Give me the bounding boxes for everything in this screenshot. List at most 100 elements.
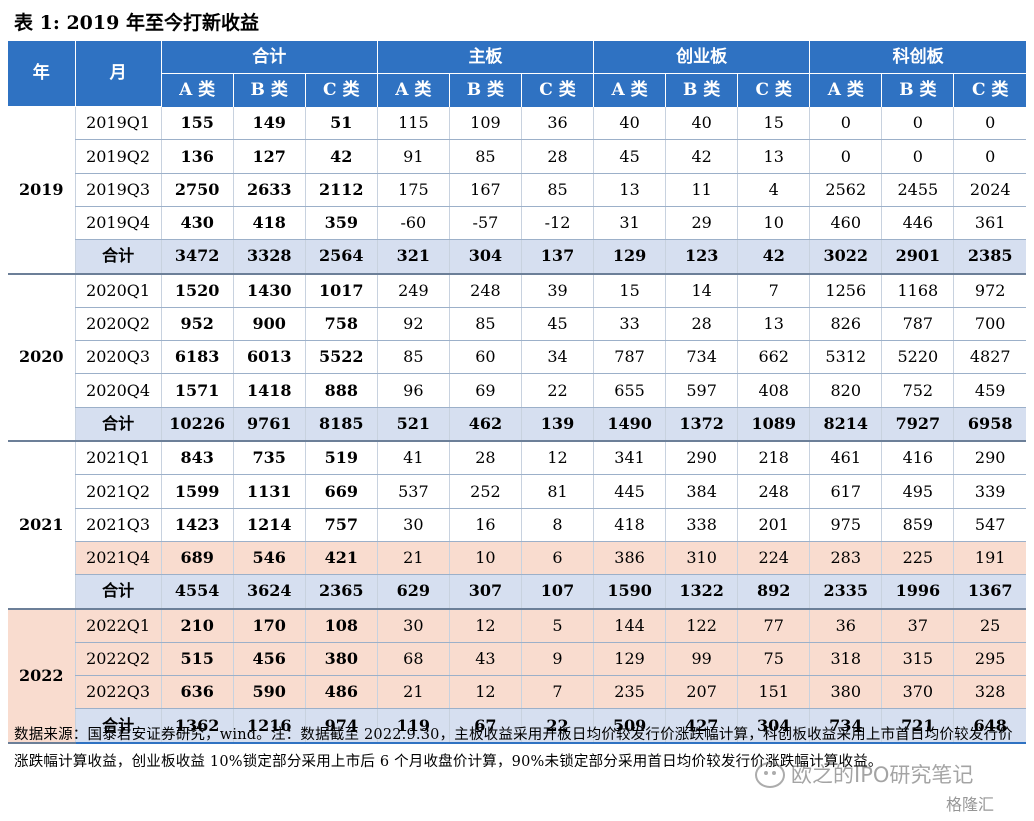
value-cell: 2633 (232, 173, 306, 207)
watermark-text: 欧之的IPO研究笔记 (791, 763, 974, 787)
table-title: 表 1: 2019 年至今打新收益 (14, 12, 259, 34)
value-cell: 1418 (232, 373, 306, 408)
table-row: 2021Q2 1599 1131 669 537 252 81 445 384 248 617 495… (8, 474, 1026, 509)
total-value-cell: 509 (593, 708, 666, 744)
value-cell: 820 (809, 373, 882, 408)
value-cell: 33 (593, 307, 666, 342)
value-cell: 21 (376, 541, 450, 576)
value-cell: 77 (737, 608, 810, 643)
total-value-cell: 42 (737, 239, 810, 275)
value-cell: 224 (737, 541, 810, 576)
value-cell: 40 (665, 106, 738, 141)
value-cell: 315 (881, 642, 954, 677)
quarter-cell: 2022Q3 (74, 675, 162, 710)
value-cell: 218 (737, 441, 810, 476)
value-cell: 1423 (160, 508, 234, 542)
source-note: 数据来源：国泰君安证券研究，wind。注：数据截至 2022.9.30，主板收益… (14, 727, 1013, 770)
value-cell: 843 (160, 441, 234, 476)
table-row: 2020Q2 952 900 758 92 85 45 33 28 13 826 787 700 (8, 307, 1026, 342)
value-cell: 0 (881, 139, 954, 174)
value-cell: 41 (376, 441, 450, 476)
value-cell: 144 (593, 608, 666, 643)
value-cell: 361 (953, 206, 1026, 241)
total-value-cell: 139 (520, 407, 594, 443)
value-cell: 69 (448, 373, 522, 408)
gelonghui-logo: 格隆汇 (946, 795, 995, 814)
value-cell: 421 (304, 541, 378, 576)
value-cell: 34 (520, 340, 594, 375)
header-subclass: C 类 (520, 73, 594, 107)
value-cell: 29 (665, 206, 738, 241)
total-value-cell: 8214 (809, 407, 882, 443)
total-value-cell: 648 (953, 708, 1026, 744)
value-cell: 787 (593, 340, 666, 375)
total-value-cell: 321 (376, 239, 450, 275)
value-cell: 2455 (881, 173, 954, 207)
total-value-cell: 462 (448, 407, 522, 443)
value-cell: 99 (665, 642, 738, 677)
total-value-cell: 107 (520, 574, 594, 610)
value-cell: 547 (953, 508, 1026, 542)
value-cell: 290 (953, 441, 1026, 476)
quarter-cell: 2019Q4 (74, 206, 162, 241)
total-value-cell: 1367 (953, 574, 1026, 610)
year-cell: 2022 (8, 608, 76, 744)
total-value-cell: 304 (737, 708, 810, 744)
value-cell: 235 (593, 675, 666, 710)
total-value-cell: 22 (520, 708, 594, 744)
value-cell: 30 (376, 608, 450, 643)
value-cell: 546 (232, 541, 306, 576)
total-row: 合计 4554 3624 2365 629 307 107 1590 1322 892 2335 19… (8, 574, 1026, 610)
value-cell: 248 (737, 474, 810, 509)
quarter-cell: 2022Q2 (74, 642, 162, 677)
total-value-cell: 1216 (232, 708, 306, 744)
value-cell: 37 (881, 608, 954, 643)
header-group-total: 合计 (160, 41, 378, 75)
total-value-cell: 304 (448, 239, 522, 275)
value-cell: 386 (593, 541, 666, 576)
total-value-cell: 3624 (232, 574, 306, 610)
total-value-cell: 307 (448, 574, 522, 610)
value-cell: 2112 (304, 173, 378, 207)
value-cell: 5522 (304, 340, 378, 375)
quarter-cell: 2020Q3 (74, 340, 162, 375)
value-cell: 1520 (160, 273, 234, 308)
total-value-cell: 1996 (881, 574, 954, 610)
value-cell: 151 (737, 675, 810, 710)
value-cell: 5220 (881, 340, 954, 375)
value-cell: 590 (232, 675, 306, 710)
value-cell: 972 (953, 273, 1026, 308)
value-cell: 283 (809, 541, 882, 576)
value-cell: 826 (809, 307, 882, 342)
value-cell: 341 (593, 441, 666, 476)
value-cell: 127 (232, 139, 306, 174)
value-cell: 31 (593, 206, 666, 241)
total-value-cell: 2365 (304, 574, 378, 610)
value-cell: 13 (737, 139, 810, 174)
value-cell: 416 (881, 441, 954, 476)
value-cell: 537 (376, 474, 450, 509)
value-cell: 7 (737, 273, 810, 308)
total-value-cell: 629 (376, 574, 450, 610)
table-row: 2019Q2 136 127 42 91 85 28 45 42 13 0 0 0 (8, 139, 1026, 174)
value-cell: 210 (160, 608, 234, 643)
value-cell: 0 (809, 139, 882, 174)
quarter-cell: 2021Q2 (74, 474, 162, 509)
value-cell: 149 (232, 106, 306, 141)
value-cell: 515 (160, 642, 234, 677)
value-cell: 446 (881, 206, 954, 241)
value-cell: 380 (304, 642, 378, 677)
value-cell: 655 (593, 373, 666, 408)
value-cell: 859 (881, 508, 954, 542)
value-cell: 225 (881, 541, 954, 576)
value-cell: 1256 (809, 273, 882, 308)
table-row: 2021Q3 1423 1214 757 30 16 8 418 338 201 975 859 547 (8, 508, 1026, 542)
value-cell: 519 (304, 441, 378, 476)
total-value-cell: 2335 (809, 574, 882, 610)
value-cell: 85 (520, 173, 594, 207)
header-year: 年 (8, 41, 76, 108)
value-cell: 445 (593, 474, 666, 509)
value-cell: 735 (232, 441, 306, 476)
header-subclass: B 类 (881, 73, 954, 107)
value-cell: 191 (953, 541, 1026, 576)
